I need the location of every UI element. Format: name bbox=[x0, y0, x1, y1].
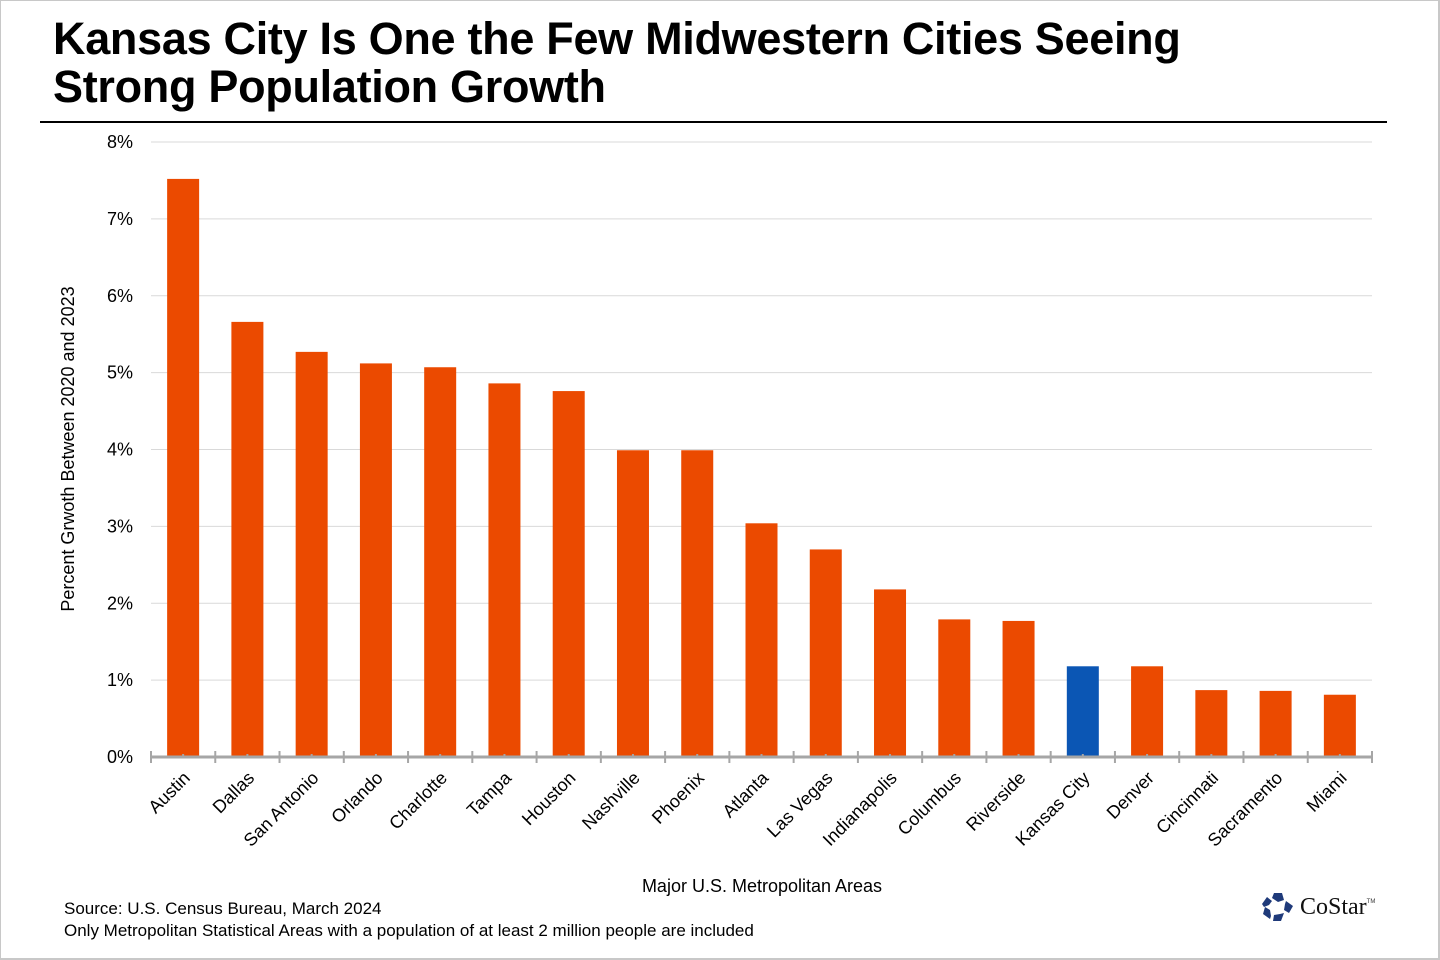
x-tick-label: Houston bbox=[518, 768, 580, 830]
logo-wordmark: CoStar bbox=[1300, 893, 1367, 920]
x-tick-label: Columbus bbox=[894, 768, 965, 839]
bar-austin bbox=[167, 178, 200, 757]
chart-title: Kansas City Is One the Few Midwestern Ci… bbox=[53, 15, 1353, 111]
x-axis-title: Major U.S. Metropolitan Areas bbox=[642, 876, 882, 896]
x-tick-label: Dallas bbox=[209, 768, 259, 818]
x-tick-label: Austin bbox=[144, 768, 194, 818]
y-axis-title: Percent Grwoth Between 2020 and 2023 bbox=[58, 286, 78, 611]
bar-sacramento bbox=[1259, 690, 1292, 757]
footnote: Only Metropolitan Statistical Areas with… bbox=[64, 921, 754, 940]
bar-denver bbox=[1131, 666, 1164, 757]
x-axis bbox=[150, 751, 1373, 763]
source-note: Source: U.S. Census Bureau, March 2024 bbox=[64, 899, 382, 918]
title-line-2: Strong Population Growth bbox=[53, 61, 606, 112]
x-tick-label: Charlotte bbox=[385, 768, 451, 834]
bar-kansas-city bbox=[1066, 666, 1099, 757]
x-tick-label: Orlando bbox=[327, 768, 386, 827]
bar-nashville bbox=[616, 450, 649, 757]
bar-san-antonio bbox=[295, 351, 328, 757]
x-tick-label: Riverside bbox=[962, 768, 1029, 835]
bar-houston bbox=[552, 391, 585, 757]
title-divider bbox=[40, 121, 1387, 123]
bar-miami bbox=[1323, 694, 1356, 757]
y-tick-label: 3% bbox=[107, 516, 133, 536]
y-tick-label: 2% bbox=[107, 593, 133, 613]
bar-atlanta bbox=[745, 523, 778, 757]
bars bbox=[167, 178, 1356, 757]
bar-cincinnati bbox=[1195, 690, 1228, 757]
bar-charlotte bbox=[424, 367, 457, 757]
y-tick-label: 4% bbox=[107, 440, 133, 460]
y-tick-label: 8% bbox=[107, 132, 133, 152]
y-tick-label: 7% bbox=[107, 209, 133, 229]
x-tick-label: Phoenix bbox=[648, 768, 708, 828]
bar-indianapolis bbox=[874, 589, 907, 757]
title-line-1: Kansas City Is One the Few Midwestern Ci… bbox=[53, 13, 1181, 64]
y-tick-label: 5% bbox=[107, 363, 133, 383]
costar-star-icon bbox=[1262, 893, 1293, 921]
x-tick-label: Denver bbox=[1103, 768, 1158, 823]
y-tick-label: 1% bbox=[107, 670, 133, 690]
bar-phoenix bbox=[681, 450, 714, 757]
x-tick-label: Tampa bbox=[463, 767, 516, 820]
costar-logo: CoStar TM bbox=[1260, 892, 1375, 922]
logo-trademark: TM bbox=[1366, 899, 1376, 905]
x-tick-label: Miami bbox=[1303, 768, 1351, 816]
bar-dallas bbox=[231, 321, 264, 757]
bar-columbus bbox=[938, 619, 971, 757]
bar-orlando bbox=[359, 363, 392, 757]
bar-las-vegas bbox=[809, 549, 842, 757]
y-tick-label: 6% bbox=[107, 286, 133, 306]
bar-riverside bbox=[1002, 620, 1035, 757]
y-axis-tick-labels: 0% 1% 2% 3% 4% 5% 6% 7% 8% bbox=[107, 132, 133, 767]
bar-tampa bbox=[488, 383, 521, 757]
y-tick-label: 0% bbox=[107, 747, 133, 767]
x-tick-label: Nashville bbox=[578, 768, 644, 834]
x-tick-label: Atlanta bbox=[719, 767, 773, 821]
